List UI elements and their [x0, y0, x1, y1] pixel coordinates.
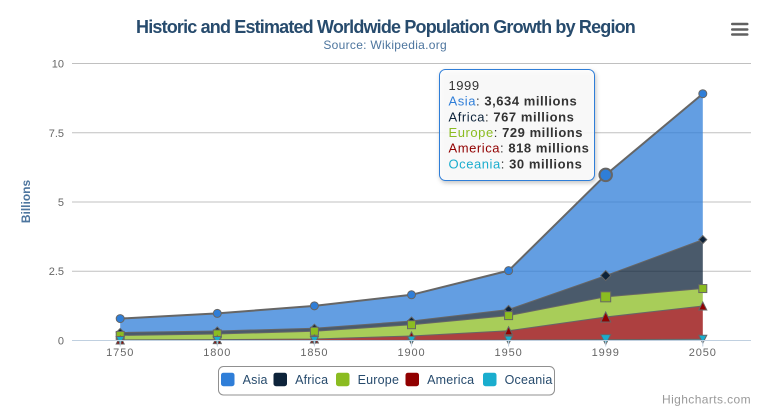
svg-text:10: 10 [52, 59, 64, 71]
svg-text:Highcharts.com: Highcharts.com [662, 393, 751, 407]
svg-text:Billions: Billions [19, 180, 33, 224]
svg-text:2.5: 2.5 [49, 266, 64, 278]
svg-text:5: 5 [58, 197, 64, 209]
svg-text:1950: 1950 [495, 347, 523, 359]
svg-text:America: America [427, 373, 474, 387]
svg-text:Africa: 767 millions: Africa: 767 millions [449, 109, 575, 124]
svg-text:2050: 2050 [689, 347, 717, 359]
svg-text:Oceania: Oceania [505, 373, 553, 387]
svg-text:Asia: Asia [243, 373, 268, 387]
svg-text:Asia: 3,634 millions: Asia: 3,634 millions [449, 94, 578, 109]
svg-text:Source: Wikipedia.org: Source: Wikipedia.org [323, 38, 447, 52]
svg-text:Historic and Estimated Worldwi: Historic and Estimated Worldwide Populat… [136, 17, 635, 37]
svg-text:Oceania: 30 millions: Oceania: 30 millions [449, 156, 583, 171]
svg-text:1750: 1750 [106, 347, 134, 359]
svg-text:Africa: Africa [295, 373, 328, 387]
svg-text:America: 818 millions: America: 818 millions [449, 141, 590, 156]
svg-text:0: 0 [58, 336, 64, 348]
svg-text:Europe: Europe [358, 373, 400, 387]
svg-text:Europe: 729 millions: Europe: 729 millions [449, 125, 584, 140]
svg-text:1999: 1999 [449, 78, 480, 93]
svg-text:1800: 1800 [203, 347, 231, 359]
svg-text:1999: 1999 [592, 347, 620, 359]
svg-text:1900: 1900 [397, 347, 425, 359]
svg-text:7.5: 7.5 [49, 128, 64, 140]
svg-text:1850: 1850 [300, 347, 328, 359]
